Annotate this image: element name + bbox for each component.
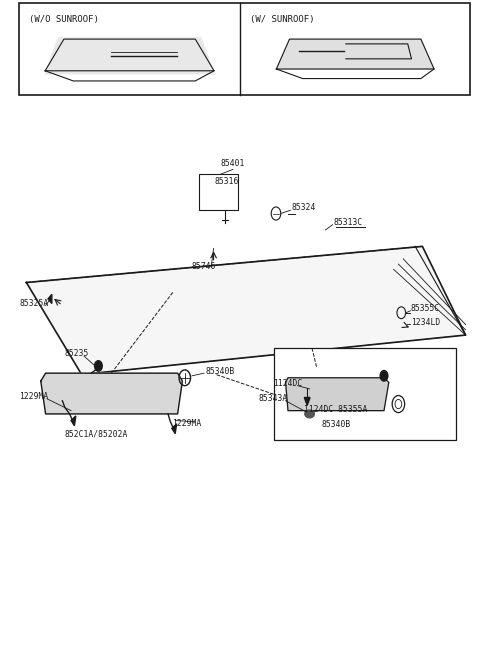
- Text: 85746: 85746: [192, 262, 216, 271]
- Polygon shape: [276, 39, 434, 69]
- Polygon shape: [26, 246, 466, 374]
- Polygon shape: [172, 424, 177, 434]
- Text: 85325A: 85325A: [19, 298, 48, 307]
- Text: 85313C: 85313C: [334, 217, 363, 227]
- Polygon shape: [304, 397, 310, 405]
- Text: 85343A: 85343A: [258, 394, 288, 403]
- Text: 85401: 85401: [221, 158, 245, 168]
- Text: 85235: 85235: [65, 349, 89, 358]
- Circle shape: [380, 371, 388, 381]
- Text: 85316: 85316: [215, 177, 239, 186]
- Polygon shape: [48, 294, 52, 304]
- Text: 1124DC: 1124DC: [273, 378, 302, 388]
- Text: 85340B: 85340B: [322, 420, 350, 429]
- Bar: [19, 3, 470, 95]
- Polygon shape: [71, 416, 76, 426]
- Text: (W/O SUNROOF): (W/O SUNROOF): [29, 15, 99, 24]
- Text: 1229MA: 1229MA: [172, 419, 201, 428]
- Bar: [274, 348, 456, 440]
- Text: 852C1A/85202A: 852C1A/85202A: [64, 430, 128, 439]
- Polygon shape: [286, 378, 389, 411]
- Text: 1234LD: 1234LD: [411, 318, 440, 327]
- Bar: [199, 174, 238, 210]
- Polygon shape: [41, 373, 182, 414]
- Text: (W/ SUNROOF): (W/ SUNROOF): [250, 15, 314, 24]
- Circle shape: [95, 361, 102, 371]
- Polygon shape: [45, 38, 214, 74]
- Text: 85324: 85324: [292, 203, 316, 212]
- Text: 85340B: 85340B: [205, 367, 235, 376]
- Text: 1229MA: 1229MA: [19, 392, 48, 401]
- Text: 85355C: 85355C: [411, 304, 440, 313]
- Ellipse shape: [305, 410, 314, 418]
- Text: 1124DC 85355A: 1124DC 85355A: [304, 405, 368, 414]
